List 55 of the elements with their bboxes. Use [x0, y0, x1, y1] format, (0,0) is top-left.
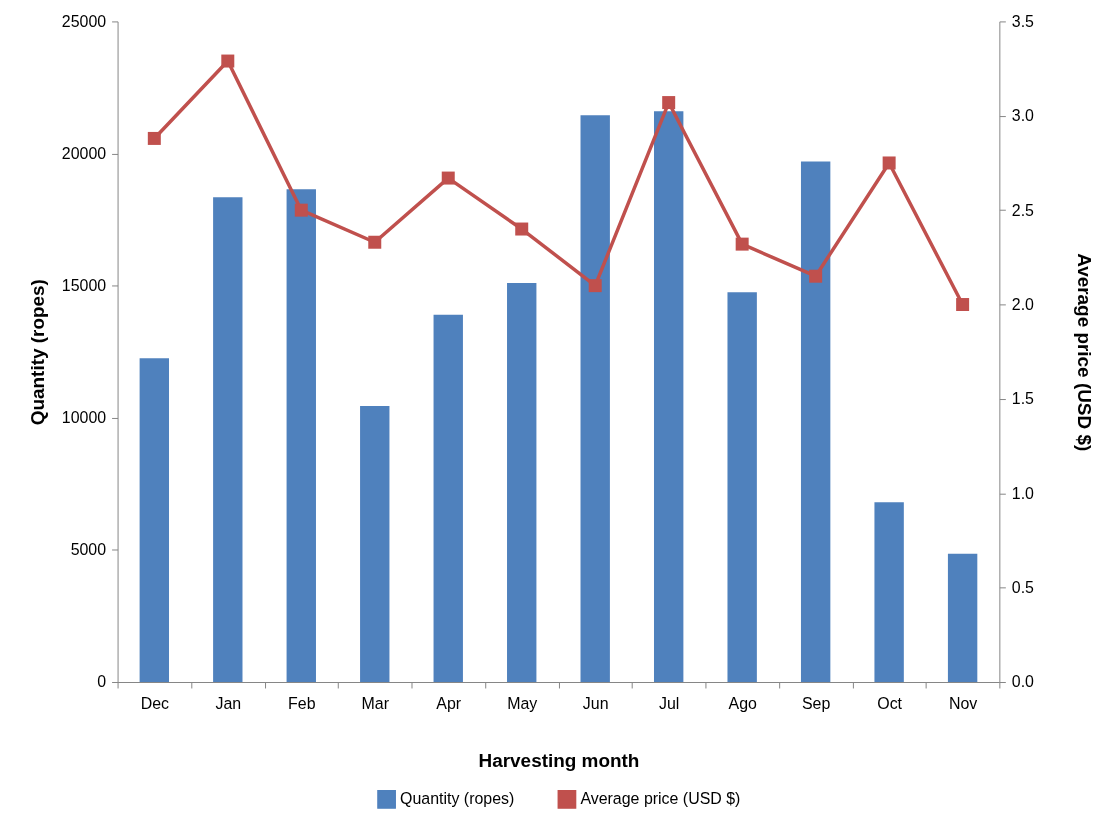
point — [588, 279, 602, 293]
x-tick-label: Oct — [877, 695, 903, 713]
legend-label: Average price (USD $) — [580, 790, 741, 808]
y-tick-label: 5000 — [70, 541, 107, 559]
point — [368, 235, 382, 249]
y-tick-label: 0 — [97, 673, 107, 691]
bar — [800, 161, 831, 683]
bar — [139, 358, 170, 683]
y-axis-title: Quantity (ropes) — [26, 279, 48, 426]
y2-tick-label: 0.0 — [1011, 673, 1035, 691]
x-tick-label: Jan — [215, 695, 242, 713]
bar — [213, 197, 243, 683]
y-tick-label: 20000 — [61, 145, 107, 163]
point — [882, 156, 896, 170]
x-tick-label: Dec — [140, 695, 170, 713]
y-tick-label: 10000 — [61, 409, 107, 427]
bar — [727, 292, 757, 683]
x-tick-label: May — [507, 695, 538, 713]
point — [441, 171, 455, 185]
bar — [360, 405, 390, 683]
x-tick-label: Mar — [361, 695, 390, 713]
x-tick-label: Sep — [801, 695, 831, 713]
point — [221, 54, 235, 68]
point — [147, 131, 161, 145]
y-tick-label: 25000 — [61, 12, 107, 30]
y2-tick-label: 2.0 — [1011, 296, 1035, 313]
y-tick-label: 15000 — [61, 277, 107, 295]
x-tick-label: Nov — [948, 695, 978, 713]
point — [735, 237, 749, 251]
x-tick-label: Feb — [288, 695, 316, 713]
bar — [507, 283, 537, 683]
y2-tick-label: 2.5 — [1011, 201, 1035, 219]
point — [515, 222, 529, 236]
x-tick-label: Jun — [582, 695, 609, 713]
x-tick-label: Ago — [728, 695, 757, 713]
bar — [580, 115, 610, 683]
y2-tick-label: 3.5 — [1011, 12, 1035, 30]
y2-tick-label: 0.5 — [1011, 579, 1035, 597]
x-tick-label: Jul — [659, 695, 680, 713]
bar — [874, 502, 904, 683]
bar — [653, 111, 684, 683]
point — [294, 203, 308, 217]
point — [662, 96, 676, 110]
x-axis-title: Harvesting month — [478, 750, 640, 772]
y2-axis-title: Average price (USD $) — [1073, 253, 1095, 452]
y2-tick-label: 1.5 — [1011, 390, 1035, 408]
bar — [286, 189, 316, 683]
x-tick-label: Apr — [436, 695, 462, 713]
bar — [433, 314, 463, 683]
legend-label: Quantity (ropes) — [400, 790, 515, 808]
y2-tick-label: 3.0 — [1011, 107, 1035, 125]
bar — [947, 553, 978, 683]
y2-tick-label: 1.0 — [1011, 484, 1035, 502]
point — [956, 298, 970, 312]
point — [809, 269, 823, 283]
